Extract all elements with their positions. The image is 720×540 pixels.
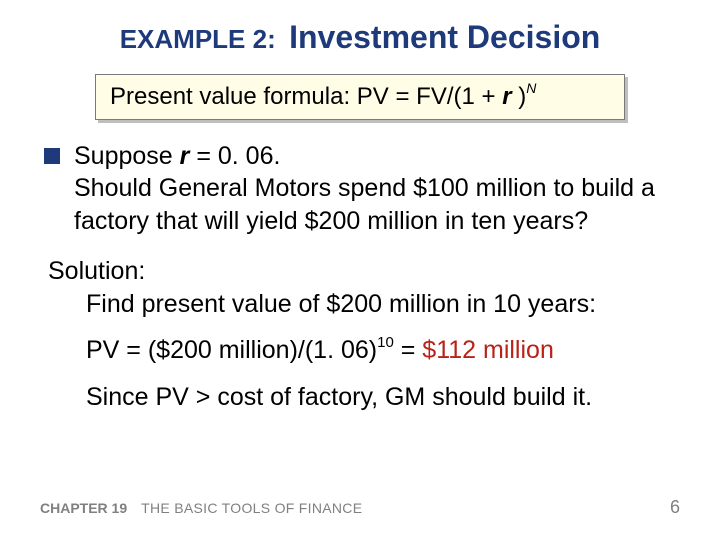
pv-result: $112 million: [422, 336, 554, 364]
formula-prefix: Present value formula: PV = FV/(1 +: [110, 83, 502, 110]
solution-heading: Solution:: [48, 255, 680, 288]
slide: EXAMPLE 2: Investment Decision Present v…: [0, 0, 720, 540]
bullet-square-icon: [44, 148, 60, 164]
title-label: EXAMPLE 2:: [120, 24, 276, 54]
pv-equation: PV = ($200 million)/(1. 06)10 = $112 mil…: [86, 334, 680, 367]
footer-left: CHAPTER 19 THE BASIC TOOLS OF FINANCE: [40, 500, 362, 516]
solution-instruction: Find present value of $200 million in 10…: [86, 288, 680, 321]
page-number: 6: [670, 497, 680, 518]
formula-r: r: [502, 83, 518, 110]
footer: CHAPTER 19 THE BASIC TOOLS OF FINANCE 6: [40, 497, 680, 518]
solution-block: Solution: Find present value of $200 mil…: [48, 255, 680, 413]
bullet-line2: Should General Motors spend $100 million…: [74, 174, 655, 235]
footer-title: THE BASIC TOOLS OF FINANCE: [141, 500, 362, 516]
since-line: Since PV > cost of factory, GM should bu…: [86, 381, 680, 414]
formula-box: Present value formula: PV = FV/(1 + r )N: [95, 74, 625, 119]
footer-chapter: CHAPTER 19: [40, 500, 127, 516]
pv-exponent: 10: [377, 334, 394, 351]
bullet-line1a: Suppose: [74, 142, 180, 170]
formula-exponent: N: [526, 80, 536, 96]
bullet-item: Suppose r = 0. 06. Should General Motors…: [44, 140, 680, 238]
title-main: Investment Decision: [289, 19, 600, 55]
slide-title: EXAMPLE 2: Investment Decision: [40, 18, 680, 56]
bullet-content: Suppose r = 0. 06. Should General Motors…: [74, 140, 680, 238]
formula-close: ): [518, 83, 526, 110]
pv-prefix: PV = ($200 million)/(1. 06): [86, 336, 377, 364]
bullet-r: r: [180, 142, 190, 170]
bullet-line1b: = 0. 06.: [189, 142, 280, 170]
pv-eq: =: [394, 336, 423, 364]
